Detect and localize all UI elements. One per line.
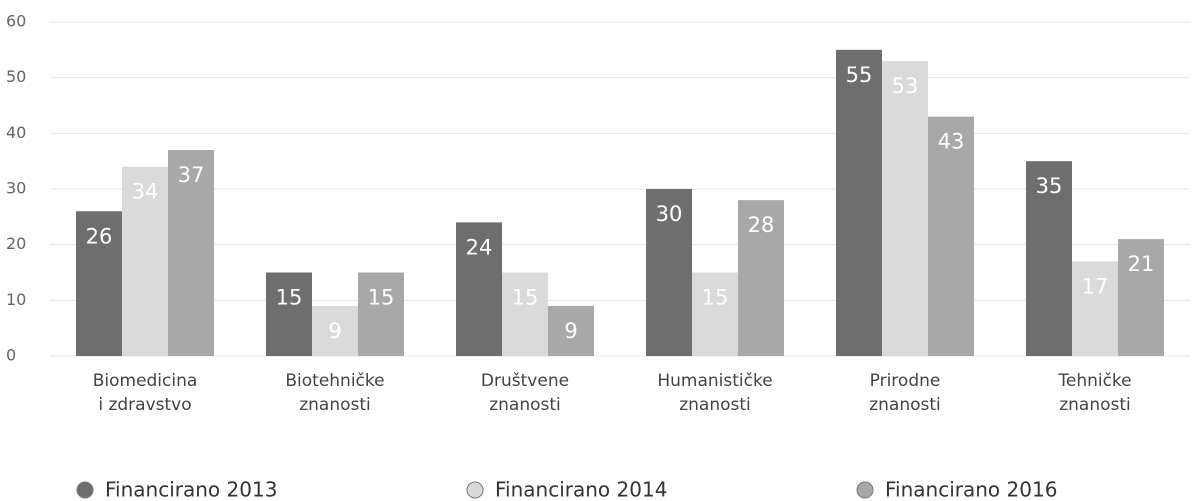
- bar: [1026, 161, 1072, 356]
- legend-label: Financirano 2013: [105, 478, 277, 501]
- value-label: 9: [564, 319, 577, 343]
- value-label: 17: [1082, 274, 1109, 298]
- x-tick-label: znanosti: [299, 395, 371, 415]
- bar: [76, 211, 122, 356]
- y-tick-label: 50: [6, 67, 26, 86]
- bar: [502, 272, 548, 356]
- legend-marker: [76, 481, 94, 499]
- bar: [928, 116, 974, 356]
- bar: [738, 200, 784, 356]
- y-tick-label: 10: [6, 290, 26, 309]
- value-label: 34: [132, 180, 159, 204]
- value-label: 15: [512, 286, 539, 310]
- value-label: 37: [178, 163, 205, 187]
- bar: [646, 189, 692, 356]
- y-tick-label: 20: [6, 234, 26, 253]
- value-label: 30: [656, 202, 683, 226]
- value-label: 9: [328, 319, 341, 343]
- bar: [358, 272, 404, 356]
- legend-marker: [466, 481, 484, 499]
- bar: [836, 49, 882, 356]
- x-tick-label: Prirodne: [870, 371, 941, 391]
- x-tick-label: Humanističke: [657, 371, 772, 391]
- value-label: 35: [1036, 174, 1063, 198]
- legend-marker: [856, 481, 874, 499]
- bar: [548, 305, 594, 356]
- y-tick-label: 40: [6, 123, 26, 142]
- x-tick-label: Tehničke: [1057, 371, 1131, 391]
- x-tick-label: i zdravstvo: [98, 395, 191, 415]
- value-label: 15: [702, 286, 729, 310]
- y-tick-label: 30: [6, 179, 26, 198]
- value-label: 28: [748, 213, 775, 237]
- bar: [122, 166, 168, 356]
- bar: [1118, 239, 1164, 356]
- x-tick-label: Biomedicina: [93, 371, 198, 391]
- x-tick-label: znanosti: [1059, 395, 1131, 415]
- x-tick-label: znanosti: [869, 395, 941, 415]
- bar: [456, 222, 502, 356]
- legend-label: Financirano 2014: [495, 478, 667, 501]
- x-tick-label: Biotehničke: [285, 371, 384, 391]
- y-tick-label: 60: [6, 12, 26, 31]
- bar: [882, 60, 928, 356]
- legend-label: Financirano 2016: [885, 478, 1057, 501]
- bar: [692, 272, 738, 356]
- value-label: 55: [846, 63, 873, 87]
- value-label: 43: [938, 130, 965, 154]
- bar: [168, 150, 214, 356]
- y-tick-label: 0: [6, 346, 16, 365]
- value-label: 26: [86, 224, 113, 248]
- x-tick-label: znanosti: [679, 395, 751, 415]
- value-label: 15: [368, 286, 395, 310]
- value-label: 15: [276, 286, 303, 310]
- bar: [1072, 261, 1118, 356]
- x-tick-label: Društvene: [481, 371, 569, 391]
- value-label: 21: [1128, 252, 1155, 276]
- bar: [266, 272, 312, 356]
- bar: [312, 305, 358, 356]
- x-tick-label: znanosti: [489, 395, 561, 415]
- value-label: 53: [892, 74, 919, 98]
- value-label: 24: [466, 235, 493, 259]
